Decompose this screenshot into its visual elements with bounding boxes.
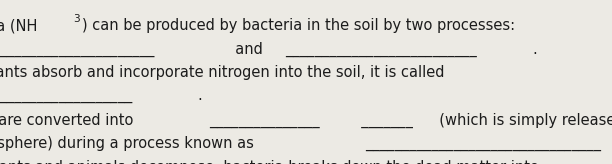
Text: 7.  Ammonia (NH: 7. Ammonia (NH <box>0 18 37 33</box>
Text: 8.  When plants absorb and incorporate nitrogen into the soil, it is called: 8. When plants absorb and incorporate ni… <box>0 65 444 80</box>
Text: (which is simply released into: (which is simply released into <box>430 113 612 128</box>
Text: and: and <box>226 41 272 57</box>
Text: 9.  Nitrates are converted into: 9. Nitrates are converted into <box>0 113 142 128</box>
Text: 10.      As plants and animals decompose, bacteria breaks down the dead matter i: 10. As plants and animals decompose, bac… <box>0 160 539 164</box>
Text: the atmosphere) during a process known as: the atmosphere) during a process known a… <box>0 136 263 151</box>
Text: __________________________: __________________________ <box>285 41 477 57</box>
Text: 3: 3 <box>73 14 80 24</box>
Text: .: . <box>197 88 202 103</box>
Text: _________________________________: _________________________________ <box>0 41 155 57</box>
Text: ) can be produced by bacteria in the soil by two processes:: ) can be produced by bacteria in the soi… <box>82 18 515 33</box>
Text: .: . <box>532 41 537 57</box>
Text: _______________: _______________ <box>209 113 320 128</box>
Text: _______: _______ <box>352 113 413 128</box>
Text: ______________________________: ______________________________ <box>0 88 133 103</box>
Text: ________________________________: ________________________________ <box>365 136 600 151</box>
